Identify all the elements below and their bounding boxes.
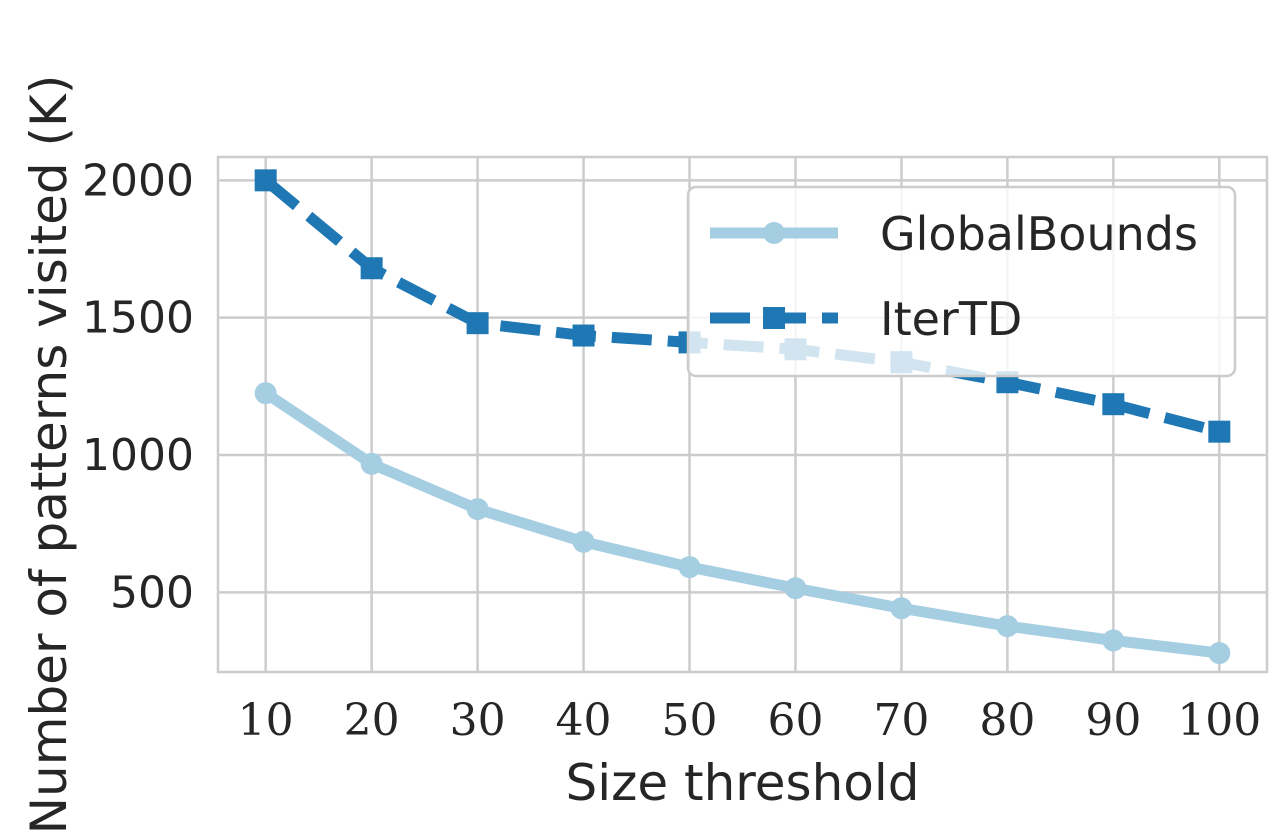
x-tick-label-6: 70 [873,695,929,746]
point-GlobalBounds-6 [890,597,913,620]
tick-labels: 10 20 30 40 50 60 70 80 90 100 500 1000 1500 2000 [82,155,1261,746]
x-tick-label-8: 90 [1085,695,1141,746]
x-tick-label-5: 60 [767,695,823,746]
legend-label-IterTD: IterTD [880,292,1022,346]
x-tick-label-1: 20 [344,695,400,746]
point-IterTD-0 [254,169,277,192]
legend: GlobalBounds IterTD [686,185,1237,378]
y-tick-label-3: 2000 [82,155,194,206]
point-GlobalBounds-7 [996,615,1019,638]
x-tick-label-7: 80 [979,695,1035,746]
point-IterTD-8 [1102,393,1125,416]
x-tick-label-2: 30 [450,695,506,746]
legend-marker-IterTD [763,307,785,329]
point-GlobalBounds-9 [1208,642,1231,665]
x-tick-label-9: 100 [1177,695,1261,746]
point-IterTD-9 [1208,420,1231,443]
series-GlobalBounds [254,382,1231,665]
legend-marker-GlobalBounds [763,222,785,244]
legend-label-GlobalBounds: GlobalBounds [880,207,1198,261]
x-tick-label-0: 10 [238,695,294,746]
series-line-GlobalBounds [262,388,1220,659]
point-GlobalBounds-2 [466,498,489,521]
point-GlobalBounds-0 [254,382,277,405]
point-IterTD-2 [466,312,489,335]
x-tick-label-3: 40 [556,695,612,746]
y-axis-label: Number of patterns visited (K) [20,75,78,830]
point-GlobalBounds-4 [678,556,701,579]
point-GlobalBounds-8 [1102,629,1125,652]
point-GlobalBounds-5 [784,577,807,600]
plot-frame [216,155,1269,674]
point-GlobalBounds-1 [360,452,383,475]
point-IterTD-3 [572,324,595,347]
x-axis-label: Size threshold [565,754,919,812]
point-IterTD-1 [360,257,383,280]
point-GlobalBounds-3 [572,530,595,553]
x-tick-label-4: 50 [662,695,718,746]
y-tick-label-2: 1500 [82,293,194,344]
y-tick-label-0: 500 [110,567,194,618]
y-tick-label-1: 1000 [82,430,194,481]
